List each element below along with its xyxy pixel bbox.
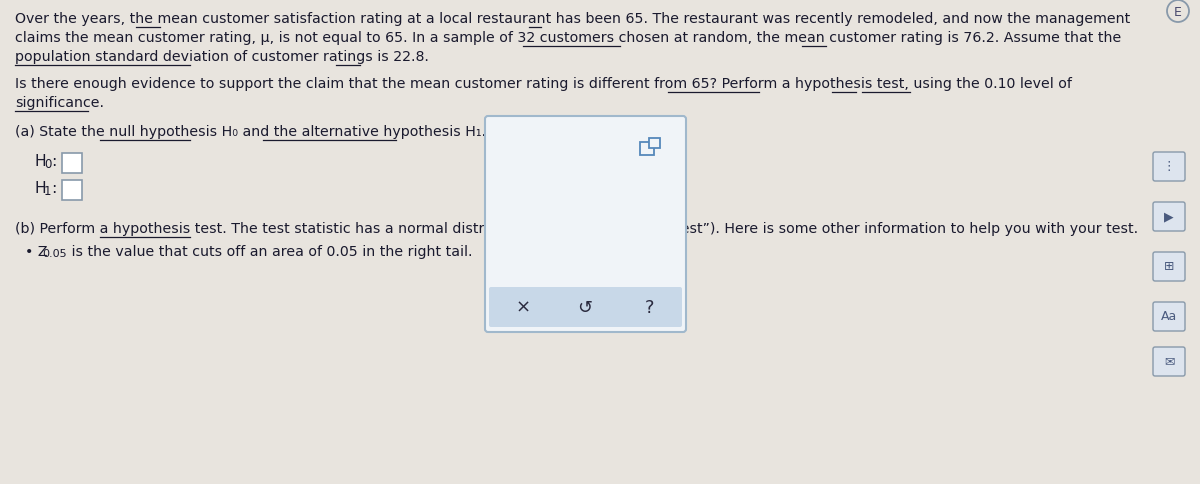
FancyBboxPatch shape	[1153, 253, 1186, 281]
FancyBboxPatch shape	[1153, 203, 1186, 231]
Text: ⊞: ⊞	[1164, 260, 1175, 273]
Text: μ: μ	[515, 140, 526, 158]
Text: ↺: ↺	[577, 298, 593, 317]
Text: (a) State the null hypothesis H₀ and the alternative hypothesis H₁.: (a) State the null hypothesis H₀ and the…	[14, 125, 486, 139]
FancyBboxPatch shape	[1153, 348, 1186, 376]
Text: H: H	[35, 154, 47, 168]
FancyBboxPatch shape	[648, 138, 660, 148]
Text: □≤□: □≤□	[564, 178, 606, 193]
FancyBboxPatch shape	[640, 142, 654, 155]
Text: □>□: □>□	[629, 178, 671, 193]
Text: □<□: □<□	[499, 178, 541, 193]
FancyBboxPatch shape	[485, 117, 686, 333]
FancyBboxPatch shape	[490, 287, 682, 327]
Text: ×: ×	[516, 298, 530, 317]
Text: :: :	[50, 181, 56, 196]
Text: ⋮: ⋮	[1163, 160, 1175, 173]
Text: population standard deviation of customer ratings is 22.8.: population standard deviation of custome…	[14, 50, 428, 64]
Text: x̅ − μ: x̅ − μ	[577, 277, 619, 292]
Text: Over the years, the mean customer satisfaction rating at a local restaurant has : Over the years, the mean customer satisf…	[14, 12, 1130, 26]
Text: Aa: Aa	[1160, 310, 1177, 323]
Text: □=□: □=□	[564, 223, 606, 238]
Text: E: E	[1174, 5, 1182, 18]
Text: ▶: ▶	[1164, 210, 1174, 223]
Text: claims the mean customer rating, μ, is not equal to 65. In a sample of 32 custom: claims the mean customer rating, μ, is n…	[14, 31, 1121, 45]
FancyBboxPatch shape	[62, 154, 82, 174]
Text: significance.: significance.	[14, 96, 104, 110]
Text: ?: ?	[646, 298, 655, 317]
FancyBboxPatch shape	[1153, 152, 1186, 182]
Text: 0.05: 0.05	[42, 248, 67, 258]
Text: □≠□: □≠□	[629, 223, 671, 238]
Text: 1: 1	[44, 184, 52, 197]
Text: Is there enough evidence to support the claim that the mean customer rating is d: Is there enough evidence to support the …	[14, 77, 1072, 91]
Text: • Z: • Z	[25, 244, 48, 258]
Text: :: :	[50, 154, 56, 168]
FancyBboxPatch shape	[62, 181, 82, 200]
Text: □≥□: □≥□	[499, 223, 541, 238]
Text: is the value that cuts off an area of 0.05 in the right tail.: is the value that cuts off an area of 0.…	[67, 244, 473, 258]
Text: ✉: ✉	[1164, 355, 1175, 368]
FancyBboxPatch shape	[1153, 302, 1186, 332]
Text: (b) Perform a hypothesis test. The test statistic has a normal distribution (so : (b) Perform a hypothesis test. The test …	[14, 222, 1138, 236]
Text: 0: 0	[44, 158, 52, 171]
Text: x̅: x̅	[580, 140, 590, 158]
Text: H: H	[35, 181, 47, 196]
